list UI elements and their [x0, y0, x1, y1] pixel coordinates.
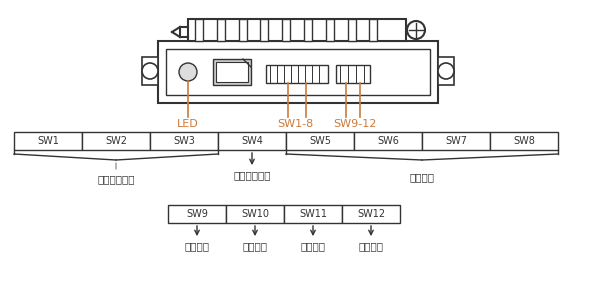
- Bar: [284, 205, 342, 223]
- Text: 空闲电流设定: 空闲电流设定: [233, 170, 271, 180]
- Bar: [226, 205, 284, 223]
- Bar: [142, 57, 158, 85]
- Bar: [422, 132, 490, 150]
- Text: SW7: SW7: [445, 136, 467, 146]
- Bar: [282, 19, 290, 41]
- Text: SW2: SW2: [105, 136, 127, 146]
- Text: 自测模式: 自测模式: [185, 241, 209, 251]
- Bar: [342, 205, 400, 223]
- Bar: [14, 132, 82, 150]
- Circle shape: [179, 63, 197, 81]
- Text: 细分插补: 细分插补: [242, 241, 268, 251]
- Bar: [266, 65, 328, 83]
- Bar: [158, 41, 438, 103]
- Text: SW8: SW8: [513, 136, 535, 146]
- Circle shape: [438, 63, 454, 79]
- Bar: [216, 62, 248, 82]
- Text: LED: LED: [177, 119, 199, 129]
- Bar: [217, 19, 224, 41]
- Bar: [188, 19, 406, 41]
- Bar: [286, 132, 354, 150]
- Bar: [304, 19, 312, 41]
- Bar: [82, 132, 150, 150]
- Text: SW9-12: SW9-12: [334, 119, 377, 129]
- Bar: [347, 19, 355, 41]
- Bar: [438, 57, 454, 85]
- Bar: [370, 19, 377, 41]
- Text: SW1-8: SW1-8: [277, 119, 313, 129]
- Text: 控制模式: 控制模式: [301, 241, 325, 251]
- Bar: [168, 205, 226, 223]
- Bar: [213, 59, 251, 85]
- Bar: [218, 132, 286, 150]
- Text: SW4: SW4: [241, 136, 263, 146]
- Text: SW1: SW1: [37, 136, 59, 146]
- Text: 运行电流设定: 运行电流设定: [97, 174, 135, 184]
- Text: SW11: SW11: [299, 209, 327, 219]
- Bar: [150, 132, 218, 150]
- Text: SW9: SW9: [186, 209, 208, 219]
- Text: SW5: SW5: [309, 136, 331, 146]
- Text: 噪音滤波: 噪音滤波: [359, 241, 383, 251]
- Text: SW10: SW10: [241, 209, 269, 219]
- Text: SW3: SW3: [173, 136, 195, 146]
- Bar: [354, 132, 422, 150]
- Bar: [195, 19, 203, 41]
- Text: SW6: SW6: [377, 136, 399, 146]
- Text: SW12: SW12: [357, 209, 385, 219]
- Bar: [490, 132, 558, 150]
- Bar: [166, 49, 430, 95]
- Bar: [239, 19, 247, 41]
- Circle shape: [407, 21, 425, 39]
- Bar: [326, 19, 334, 41]
- Bar: [336, 65, 370, 83]
- Bar: [260, 19, 268, 41]
- Circle shape: [142, 63, 158, 79]
- Text: 细分设定: 细分设定: [409, 172, 434, 182]
